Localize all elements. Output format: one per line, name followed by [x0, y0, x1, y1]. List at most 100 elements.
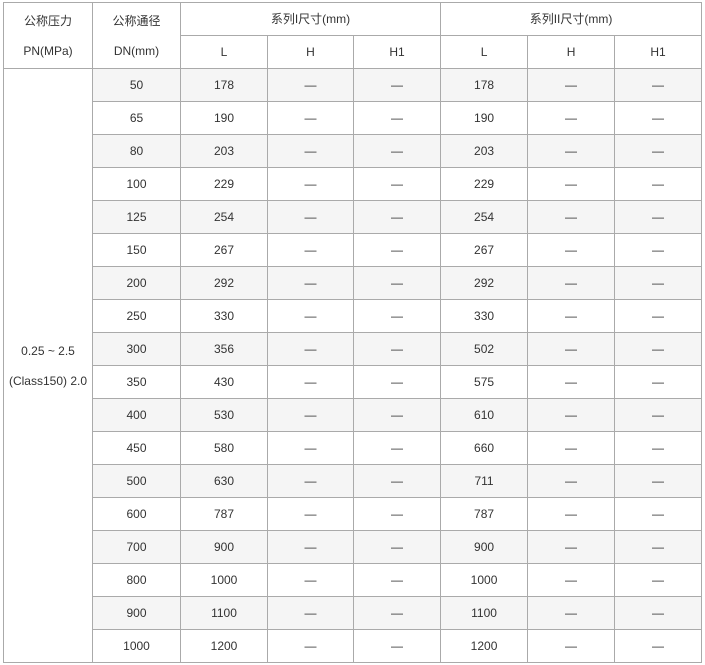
- table-cell: —: [527, 332, 616, 366]
- table-cell: —: [527, 167, 616, 201]
- header-text: 公称通径: [112, 13, 161, 28]
- table-row: 350 430— —575— —: [4, 365, 703, 399]
- table-cell: —: [352, 464, 442, 498]
- table-cell: —: [352, 167, 442, 201]
- table-cell: 430: [180, 365, 268, 399]
- table-cell: —: [267, 68, 354, 102]
- table-cell: —: [352, 431, 442, 465]
- table-cell: —: [352, 68, 442, 102]
- table-cell: 350: [92, 365, 181, 399]
- table-cell: —: [527, 299, 616, 333]
- table-cell: 660: [440, 431, 529, 465]
- table-row: 125 254— —254— —: [4, 200, 703, 234]
- table-cell: 125: [92, 200, 181, 234]
- table-row: 500 630— —711— —: [4, 464, 703, 498]
- header-text: DN(mm): [113, 43, 160, 58]
- table-cell: —: [527, 596, 616, 630]
- table-cell: —: [527, 563, 616, 597]
- table-row: 150 267— —267— —: [4, 233, 703, 267]
- table-cell: —: [352, 134, 442, 168]
- table-row: 900 1100— —1100— —: [4, 596, 703, 630]
- table-cell: —: [352, 299, 442, 333]
- table-cell: 900: [440, 530, 529, 564]
- pressure-text: 0.25 ~ 2.5: [21, 343, 75, 358]
- table-cell: —: [614, 629, 703, 663]
- table-row: 65 190— —190— —: [4, 101, 703, 135]
- header-series2: 系列II尺寸(mm): [440, 2, 703, 36]
- dimension-table: 公称压力 PN(MPa) 公称通径 DN(mm) 系列I尺寸(mm) 系列II尺寸(…: [3, 2, 703, 663]
- table-cell: 630: [180, 464, 268, 498]
- table-cell: —: [352, 233, 442, 267]
- table-cell: —: [614, 299, 703, 333]
- table-cell: 178: [440, 68, 529, 102]
- table-cell: 65: [92, 101, 181, 135]
- table-cell: —: [614, 398, 703, 432]
- table-cell: 1100: [440, 596, 529, 630]
- table-cell: 500: [92, 464, 181, 498]
- table-cell: —: [527, 464, 616, 498]
- table-cell: 292: [180, 266, 268, 300]
- table-cell: —: [352, 596, 442, 630]
- table-cell: —: [614, 233, 703, 267]
- pressure-cell: 0.25 ~ 2.5 (Class150) 2.0: [3, 68, 93, 663]
- table-cell: —: [614, 134, 703, 168]
- table-cell: —: [527, 134, 616, 168]
- table-cell: —: [352, 200, 442, 234]
- table-cell: 1000: [92, 629, 181, 663]
- table-cell: —: [267, 431, 354, 465]
- table-cell: 190: [180, 101, 268, 135]
- table-cell: —: [352, 563, 442, 597]
- subheader-cell: L: [180, 35, 268, 69]
- table-cell: —: [352, 530, 442, 564]
- table-cell: —: [527, 68, 616, 102]
- table-cell: 502: [440, 332, 529, 366]
- table-cell: —: [527, 497, 616, 531]
- table-cell: —: [267, 365, 354, 399]
- table-cell: —: [352, 398, 442, 432]
- subheader-cell: H: [267, 35, 354, 69]
- subheader-cell: L: [440, 35, 529, 69]
- table-cell: —: [614, 68, 703, 102]
- table-cell: 787: [440, 497, 529, 531]
- table-cell: 80: [92, 134, 181, 168]
- table-cell: 229: [180, 167, 268, 201]
- table-row: 200 292— —292— —: [4, 266, 703, 300]
- table-cell: 300: [92, 332, 181, 366]
- table-cell: —: [267, 266, 354, 300]
- table-cell: —: [527, 398, 616, 432]
- table-cell: 330: [180, 299, 268, 333]
- table-cell: 203: [180, 134, 268, 168]
- table-cell: 50: [92, 68, 181, 102]
- table-cell: —: [614, 200, 703, 234]
- table-cell: —: [267, 299, 354, 333]
- table-cell: —: [267, 530, 354, 564]
- table-cell: —: [267, 101, 354, 135]
- subheader-cell: H1: [614, 35, 703, 69]
- table-cell: 1000: [440, 563, 529, 597]
- table-cell: —: [614, 101, 703, 135]
- table-cell: —: [614, 563, 703, 597]
- table-cell: 600: [92, 497, 181, 531]
- table-cell: 1200: [180, 629, 268, 663]
- table-cell: 254: [440, 200, 529, 234]
- table-cell: —: [267, 233, 354, 267]
- table-row: 800 1000— —1000— —: [4, 563, 703, 597]
- header-text: 公称压力: [23, 13, 72, 28]
- table-cell: —: [267, 167, 354, 201]
- pressure-text: (Class150) 2.0: [8, 373, 88, 388]
- table-cell: —: [527, 266, 616, 300]
- table-cell: —: [527, 200, 616, 234]
- table-cell: —: [267, 497, 354, 531]
- header-series1: 系列I尺寸(mm): [179, 2, 442, 36]
- table-row: 250 330— —330— —: [4, 299, 703, 333]
- table-cell: —: [527, 233, 616, 267]
- table-cell: —: [614, 365, 703, 399]
- table-cell: 254: [180, 200, 268, 234]
- table-row: 0.25 ~ 2.5 (Class150) 2.0 50 178— —178— —: [3, 68, 703, 663]
- table-cell: 1000: [180, 563, 268, 597]
- table-cell: —: [352, 497, 442, 531]
- header-dn: 公称通径 DN(mm): [92, 2, 181, 69]
- table-cell: 400: [92, 398, 181, 432]
- header-pn: 公称压力 PN(MPa): [3, 2, 93, 69]
- table-cell: —: [527, 629, 616, 663]
